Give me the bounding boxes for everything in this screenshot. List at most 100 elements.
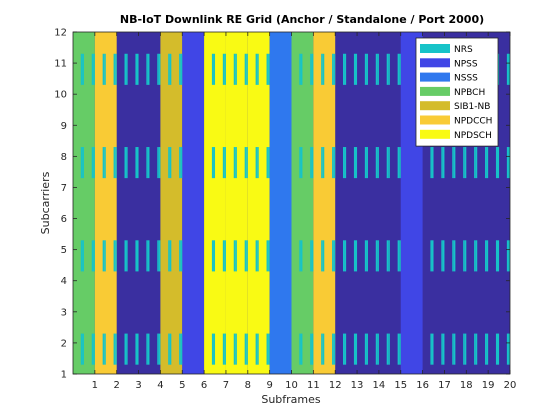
nrs-re-sf17-b1-s5	[430, 333, 432, 365]
nrs-re-sf15-b1-s13	[399, 333, 401, 365]
nrs-re-sf1-b3-s5	[80, 147, 83, 179]
nrs-re-sf4-b2-s6	[147, 240, 150, 272]
nrs-re-sf3-b3-s12	[135, 147, 137, 179]
nrs-re-sf7-b1-s13	[224, 333, 226, 365]
legend-label-npss: NPSS	[454, 59, 478, 69]
nrs-re-sf17-b3-s5	[430, 147, 432, 179]
nrs-re-sf5-b2-s6	[169, 240, 172, 272]
nrs-re-sf11-b1-s6	[300, 333, 303, 365]
nrs-re-sf18-b2-s5	[452, 240, 454, 272]
nrs-re-sf7-b3-s13	[224, 147, 226, 179]
nrs-re-sf13-b3-s12	[353, 147, 356, 179]
x-tick-label: 15	[394, 380, 407, 391]
nrs-re-sf4-b4-s6	[147, 53, 150, 85]
nrs-re-sf11-b3-s13	[311, 147, 314, 179]
nrs-re-sf1-b2-s6	[82, 240, 84, 272]
nrs-re-sf8-b1-s13	[246, 333, 248, 365]
nrs-re-sf8-b1-s12	[244, 333, 247, 365]
nrs-re-sf7-b4-s13	[224, 53, 226, 85]
nrs-re-sf17-b1-s12	[441, 333, 443, 365]
x-tick-label: 3	[135, 380, 141, 391]
legend-swatch-sib1-nb	[420, 101, 450, 111]
nrs-re-sf12-b3-s12	[332, 147, 334, 179]
nrs-re-sf18-b1-s12	[463, 333, 465, 365]
nrs-re-sf17-b2-s6	[431, 240, 434, 272]
nrs-re-sf3-b1-s5	[124, 333, 127, 365]
legend-label-npdsch: NPDSCH	[454, 131, 492, 141]
nrs-re-sf14-b1-s6	[366, 333, 368, 365]
nrs-re-sf18-b1-s6	[453, 333, 456, 365]
nrs-re-sf12-b4-s6	[322, 53, 325, 85]
x-tick-label: 5	[179, 380, 185, 391]
nrs-re-sf5-b3-s13	[180, 147, 183, 179]
nrs-re-sf14-b1-s5	[364, 333, 367, 365]
nrs-re-sf20-b4-s13	[508, 53, 510, 85]
nrs-re-sf1-b1-s13	[93, 333, 95, 365]
nrs-re-sf5-b2-s5	[168, 240, 170, 272]
nrs-re-sf8-b3-s12	[244, 147, 247, 179]
nrs-re-sf20-b2-s13	[508, 240, 510, 272]
nrs-re-sf7-b3-s5	[211, 147, 214, 179]
nrs-re-sf12-b1-s12	[332, 333, 334, 365]
nrs-re-sf5-b1-s5	[168, 333, 170, 365]
nrs-re-sf7-b4-s12	[222, 53, 225, 85]
nrs-re-sf1-b3-s6	[82, 147, 84, 179]
y-tick-label: 4	[61, 276, 67, 287]
nrs-re-sf3-b1-s12	[135, 333, 137, 365]
legend-swatch-npss	[420, 58, 450, 68]
nrs-re-sf15-b1-s5	[386, 333, 389, 365]
nrs-re-sf9-b2-s12	[266, 240, 269, 272]
subframe-block-9-npdsch	[247, 32, 270, 374]
nrs-re-sf5-b4-s5	[168, 53, 170, 85]
nrs-re-sf7-b1-s12	[222, 333, 225, 365]
subframe-block-8-npdsch	[225, 32, 248, 374]
nrs-re-sf11-b3-s6	[300, 147, 303, 179]
nrs-re-sf8-b4-s13	[246, 53, 248, 85]
nrs-re-sf14-b4-s6	[366, 53, 368, 85]
nrs-re-sf14-b1-s12	[375, 333, 378, 365]
nrs-re-sf17-b2-s5	[430, 240, 432, 272]
nrs-re-sf18-b1-s5	[452, 333, 454, 365]
x-tick-label: 7	[223, 380, 229, 391]
nrs-re-sf20-b2-s5	[495, 240, 498, 272]
x-tick-label: 9	[266, 380, 272, 391]
x-tick-label: 18	[460, 380, 473, 391]
y-tick-label: 5	[61, 245, 67, 256]
x-axis-label: Subframes	[261, 393, 321, 406]
nrs-re-sf9-b3-s6	[257, 147, 259, 179]
legend-label-npbch: NPBCH	[454, 88, 485, 98]
nrs-re-sf19-b3-s13	[486, 147, 489, 179]
subframe-block-11-npbch	[291, 32, 314, 374]
y-tick-label: 1	[61, 370, 67, 381]
nrs-re-sf13-b4-s13	[355, 53, 358, 85]
nrs-re-sf8-b2-s13	[246, 240, 248, 272]
nrs-re-sf9-b1-s5	[255, 333, 258, 365]
nrs-re-sf2-b4-s13	[115, 53, 117, 85]
x-tick-label: 2	[114, 380, 120, 391]
nrs-re-sf3-b2-s6	[126, 240, 128, 272]
nrs-re-sf11-b4-s13	[311, 53, 314, 85]
nrs-re-sf14-b2-s6	[366, 240, 368, 272]
nrs-re-sf11-b2-s12	[310, 240, 312, 272]
nrs-re-sf17-b1-s6	[431, 333, 434, 365]
nrs-re-sf14-b3-s13	[377, 147, 379, 179]
nrs-re-sf2-b4-s6	[104, 53, 106, 85]
nrs-re-sf8-b4-s5	[233, 53, 236, 85]
nrs-re-sf13-b4-s12	[353, 53, 356, 85]
nrs-re-sf15-b3-s6	[388, 147, 390, 179]
y-tick-label: 2	[61, 338, 67, 349]
y-axis-label: Subcarriers	[39, 171, 52, 234]
nrs-re-sf15-b3-s12	[397, 147, 400, 179]
nrs-re-sf12-b1-s6	[322, 333, 325, 365]
nrs-re-sf12-b4-s5	[321, 53, 323, 85]
nrs-re-sf14-b3-s12	[375, 147, 378, 179]
x-tick-label: 4	[157, 380, 163, 391]
x-tick-label: 10	[285, 380, 298, 391]
nrs-re-sf8-b3-s6	[235, 147, 237, 179]
nrs-re-sf17-b3-s13	[442, 147, 445, 179]
nrs-re-sf19-b1-s13	[486, 333, 489, 365]
nrs-re-sf5-b2-s13	[180, 240, 183, 272]
nrs-re-sf4-b3-s13	[158, 147, 161, 179]
nrs-re-sf9-b3-s13	[268, 147, 270, 179]
